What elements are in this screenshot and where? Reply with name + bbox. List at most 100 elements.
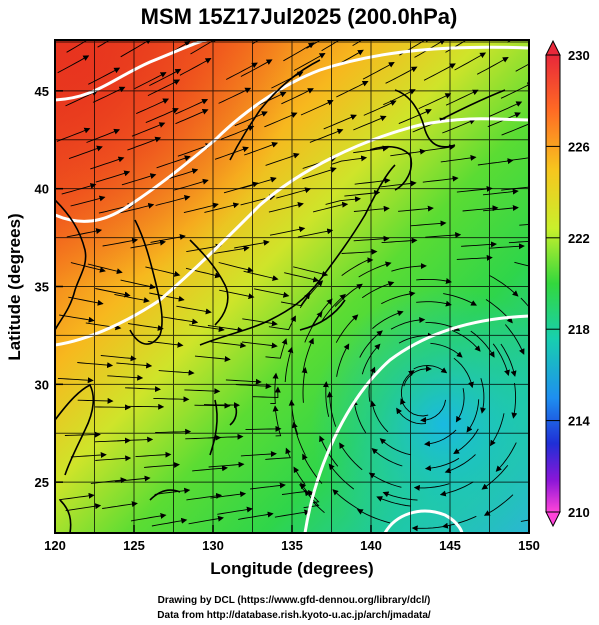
streamline [250, 482, 286, 490]
streamline [442, 118, 476, 134]
streamline [149, 292, 185, 302]
streamline [179, 58, 212, 76]
streamline [332, 489, 362, 511]
colorbar-tick-label: 226 [568, 139, 590, 154]
streamline [455, 388, 465, 423]
streamline [265, 152, 300, 166]
x-tick-label: 150 [518, 538, 540, 553]
streamline [300, 99, 334, 116]
streamline [61, 183, 97, 195]
streamline [371, 448, 403, 467]
streamline [90, 156, 125, 170]
streamline [147, 79, 181, 97]
y-tick-label: 45 [35, 84, 49, 99]
streamline [135, 451, 172, 458]
streamline [121, 173, 157, 186]
streamline [508, 240, 529, 244]
streamline [363, 100, 397, 116]
y-axis-label: Latitude (degrees) [5, 213, 24, 360]
streamline [492, 40, 494, 41]
streamline [293, 53, 326, 71]
streamline [507, 157, 529, 162]
streamline [155, 194, 191, 206]
colorbar-tick-label: 218 [568, 322, 590, 337]
lat-lon-grid [55, 40, 529, 533]
streamline [312, 201, 349, 213]
streamline [192, 465, 228, 472]
streamline [225, 378, 262, 385]
streamline [252, 386, 281, 398]
streamline [331, 155, 368, 165]
streamline [336, 343, 350, 377]
streamline [102, 237, 139, 247]
streamline [95, 455, 132, 462]
streamline [420, 399, 447, 423]
streamline [240, 451, 277, 457]
streamline [269, 226, 306, 236]
streamline [309, 128, 344, 143]
x-tick-label: 145 [439, 538, 461, 553]
streamline [70, 452, 107, 458]
streamline [284, 346, 294, 383]
streamline [131, 122, 166, 137]
streamline [445, 89, 479, 106]
streamline [175, 98, 209, 115]
streamline [183, 202, 219, 214]
streamline [379, 438, 412, 456]
streamline [234, 239, 270, 249]
streamline [204, 202, 240, 213]
streamline [283, 42, 315, 62]
streamline [322, 381, 330, 417]
streamline [476, 57, 509, 75]
credit-line-1: Drawing by DCL (https://www.gfd-dennou.o… [158, 595, 431, 606]
credit-line-2: Data from http://database.rish.kyoto-u.a… [157, 610, 431, 621]
colorbar-tick-label: 222 [568, 231, 590, 246]
streamline [107, 374, 144, 381]
streamline [268, 315, 296, 331]
streamline [234, 111, 268, 127]
colorbar-bar [545, 54, 561, 513]
streamline [66, 40, 89, 53]
streamline [189, 324, 225, 333]
streamline [306, 40, 322, 49]
x-tick-label: 130 [202, 538, 224, 553]
streamline [210, 491, 247, 499]
streamline [218, 262, 254, 273]
streamline [515, 63, 529, 72]
streamline [66, 228, 103, 238]
streamline [352, 40, 363, 46]
streamline [334, 283, 363, 307]
streamline [443, 293, 477, 306]
streamline [95, 288, 131, 298]
streamline [240, 59, 273, 77]
streamline [145, 107, 179, 124]
streamline [400, 398, 429, 417]
streamline [520, 519, 529, 522]
streamline [154, 487, 191, 495]
streamline [125, 386, 161, 393]
streamline [128, 403, 165, 410]
streamline [102, 501, 138, 509]
streamline [302, 167, 337, 180]
streamline [95, 170, 131, 183]
streamline [57, 377, 94, 384]
streamline [293, 266, 329, 277]
streamline [68, 296, 104, 306]
streamline [264, 112, 298, 128]
streamline [398, 205, 434, 212]
streamline [383, 89, 416, 106]
streamline [272, 405, 282, 437]
streamline [276, 187, 312, 199]
streamline [86, 128, 121, 143]
streamline [268, 201, 304, 213]
streamline [353, 115, 387, 131]
streamline [208, 461, 245, 468]
streamline [175, 109, 209, 125]
streamline [77, 397, 114, 404]
streamline [162, 316, 199, 325]
y-axis-ticks: 25 30 35 40 45 [35, 84, 63, 490]
streamline [284, 272, 320, 283]
streamline [130, 512, 167, 522]
streamline [265, 447, 291, 460]
